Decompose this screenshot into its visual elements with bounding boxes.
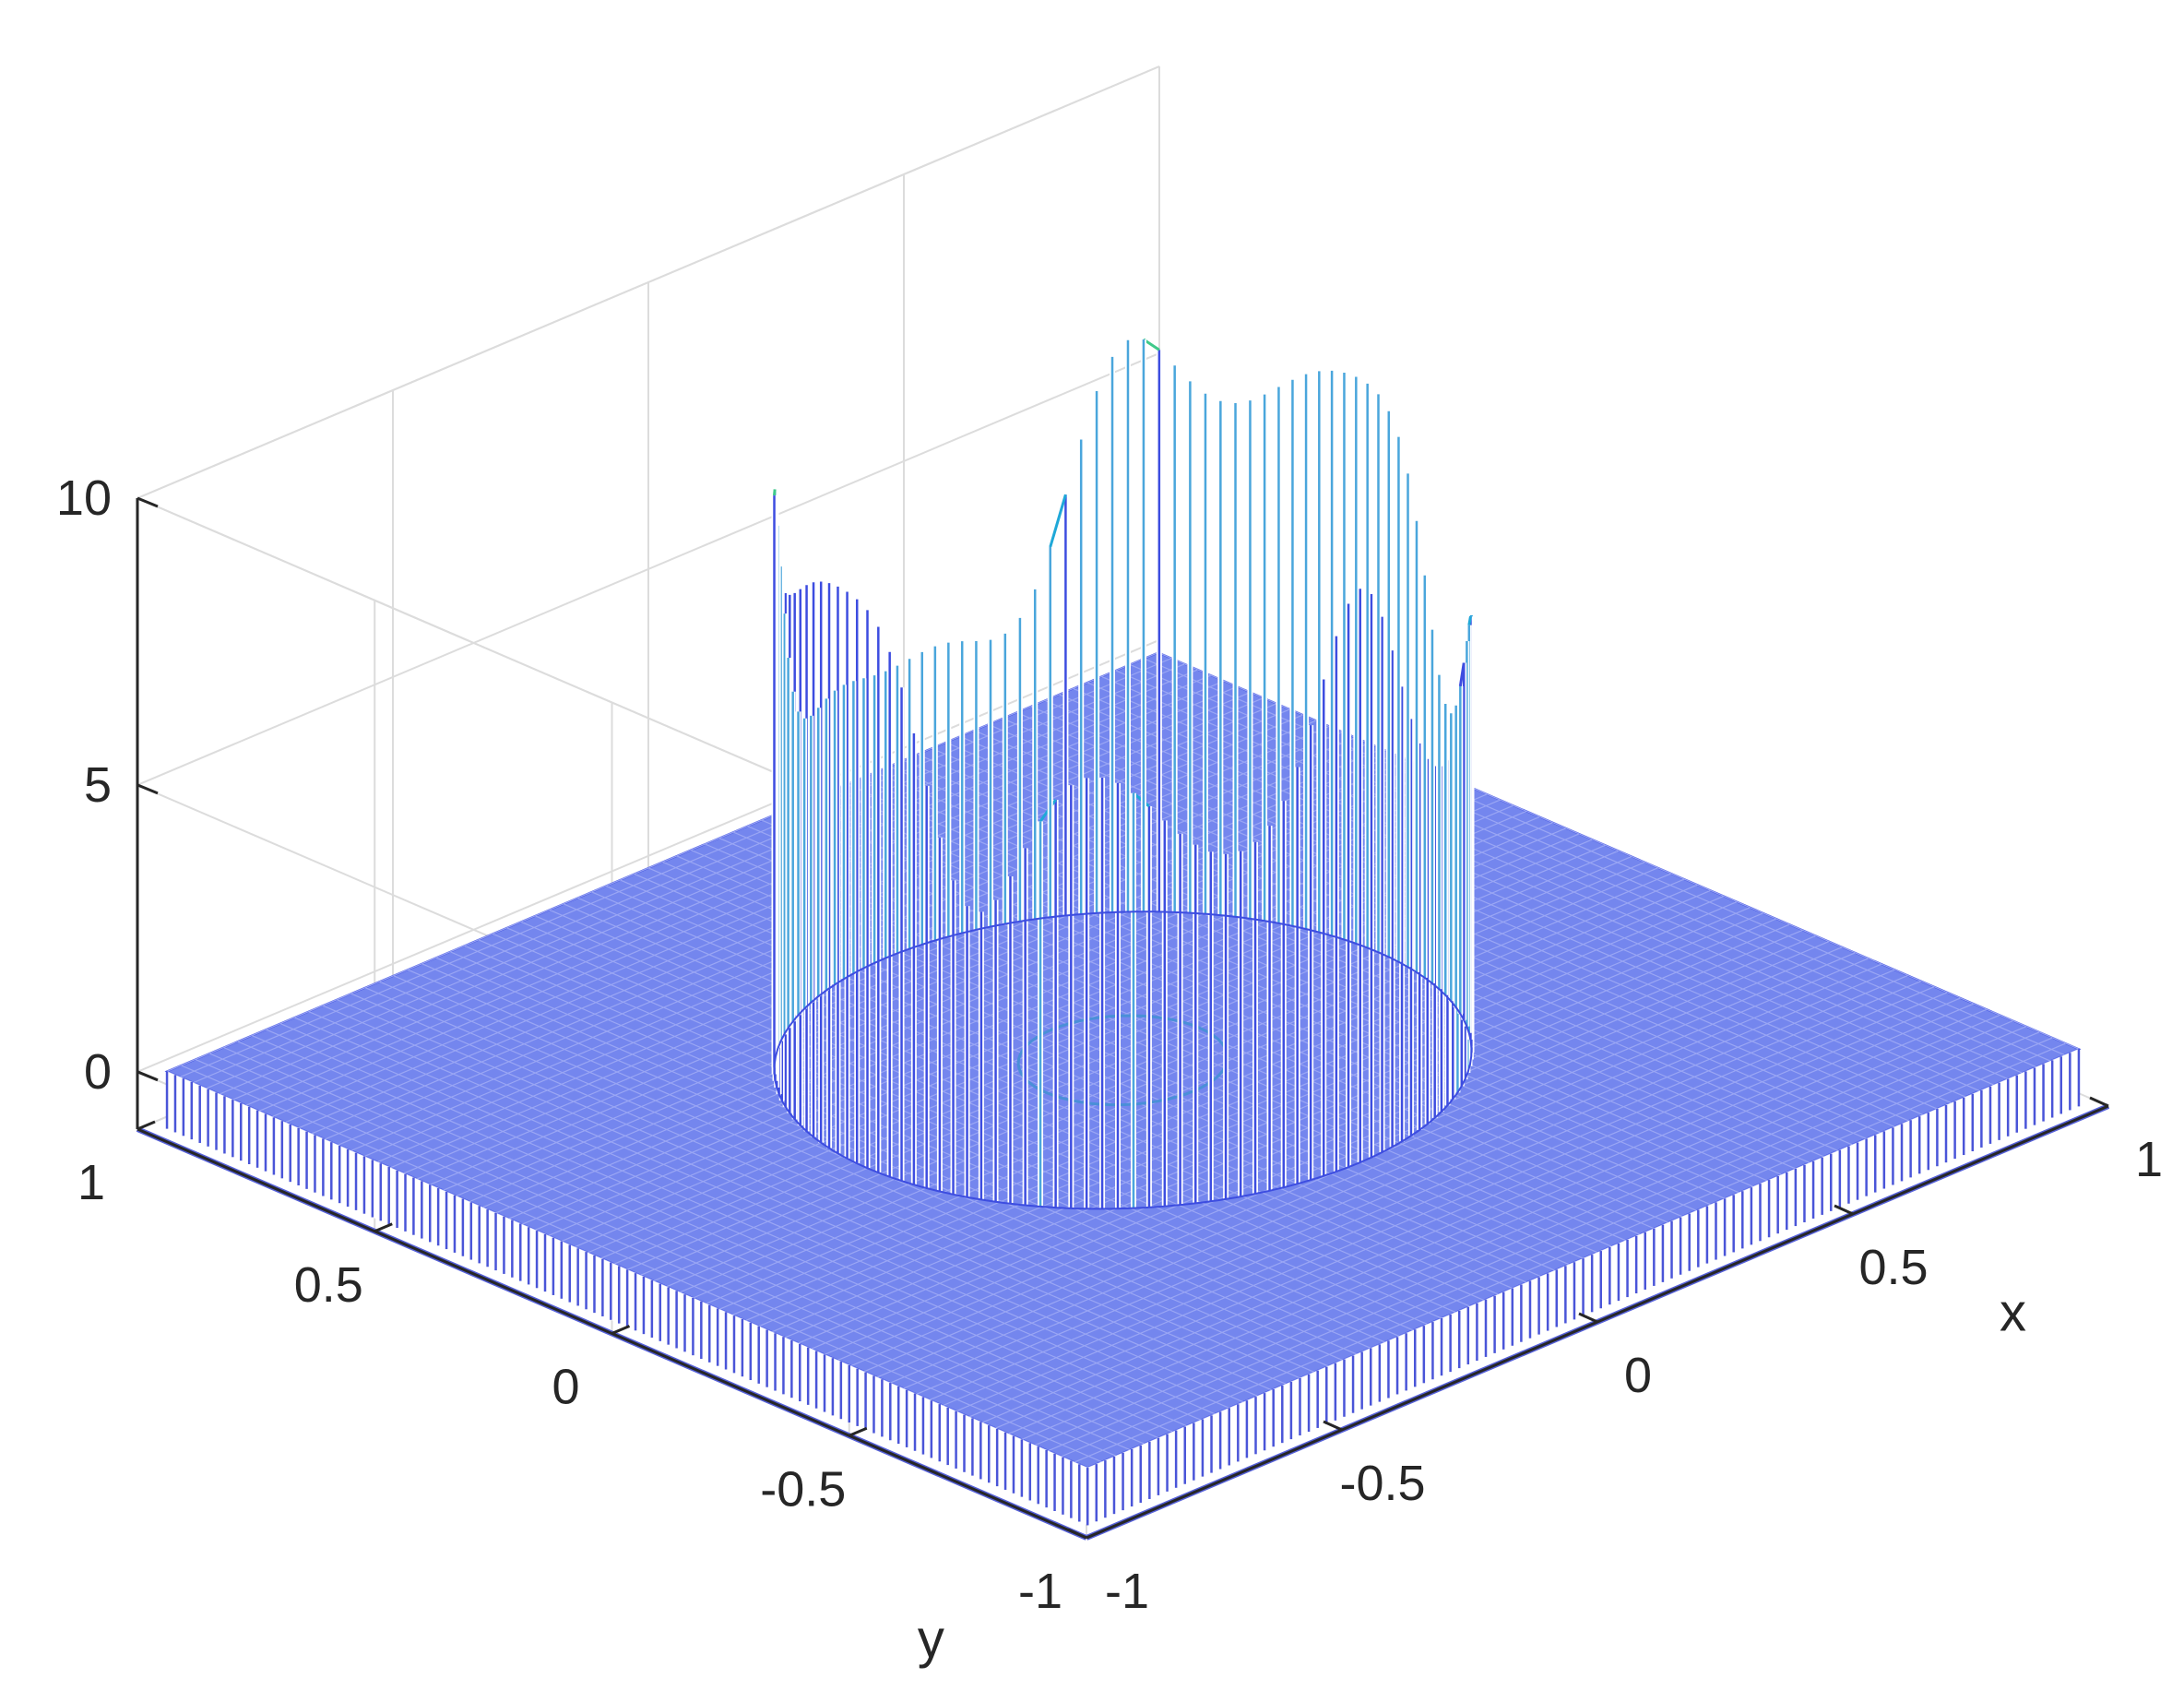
mesh-line [846, 783, 1768, 1182]
x-tick-label: -1 [1105, 1564, 1149, 1619]
x-tick-label: 0 [1624, 1348, 1652, 1403]
mesh-line [548, 815, 1540, 1237]
mesh-line [1129, 663, 2051, 1062]
y-tick-mark [611, 1325, 631, 1335]
mesh-line [219, 674, 1212, 1095]
grid-line [136, 65, 1160, 499]
mesh-line [258, 691, 1251, 1112]
z-tick-mark [136, 496, 159, 508]
x-tick-mark [2089, 1096, 2109, 1108]
x-axis-label: x [2000, 1283, 2026, 1343]
mesh-line [1044, 699, 1966, 1098]
x-tick-label: -0.5 [1339, 1456, 1425, 1511]
mesh-line [803, 802, 1726, 1199]
mesh-line [1086, 682, 2009, 1080]
surface-mesh [136, 338, 2110, 1541]
z-tick-mark [136, 1070, 159, 1082]
grid-line [136, 351, 1160, 786]
mesh-line [1144, 658, 2065, 1056]
axes-frame [136, 496, 2109, 1540]
z-tick-label: 5 [84, 757, 112, 813]
mesh-line [1101, 675, 2023, 1074]
mesh-line [1030, 706, 1952, 1104]
y-tick-mark [1086, 1529, 1105, 1540]
cylinder-crest [1458, 662, 1466, 687]
y-tick-mark [374, 1222, 393, 1233]
x-tick-label: 0.5 [1858, 1240, 1928, 1295]
x-tick-mark [1323, 1420, 1343, 1432]
cylinder-crest [1467, 615, 1472, 625]
cylinder [771, 338, 1475, 1210]
mesh-line [1157, 651, 2080, 1050]
mesh-line [232, 680, 1225, 1101]
z-tick-mark [136, 783, 159, 795]
cylinder-base-ring [773, 910, 1473, 1210]
z-tick-label: 0 [84, 1044, 112, 1100]
mesh-line [1016, 711, 1938, 1110]
mesh-line [245, 685, 1238, 1106]
mesh-line [818, 795, 1739, 1194]
cylinder-crest [1049, 494, 1067, 548]
x-tick-mark [1067, 1528, 1087, 1540]
y-tick-mark [136, 1120, 156, 1131]
cylinder-crest [773, 489, 777, 496]
mesh-line [1059, 694, 1980, 1092]
x-tick-label: 1 [2135, 1132, 2163, 1187]
z-tick-label: 10 [56, 470, 112, 526]
y-tick-label: -0.5 [760, 1461, 846, 1517]
mesh-line [832, 790, 1754, 1187]
x-tick-mark [1834, 1204, 1854, 1216]
skirt-lines [165, 1049, 2081, 1526]
y-tick-label: -1 [1018, 1564, 1062, 1619]
mesh-line [1115, 670, 2037, 1068]
y-axis-label: y [918, 1610, 944, 1670]
y-tick-label: 0.5 [294, 1257, 363, 1313]
y-tick-label: 1 [77, 1155, 105, 1210]
y-tick-label: 0 [552, 1360, 579, 1415]
y-tick-mark [849, 1426, 868, 1437]
mesh-line [1073, 687, 1995, 1086]
mesh-line [789, 807, 1711, 1206]
x-tick-mark [1578, 1312, 1598, 1324]
mesh-line [588, 833, 1580, 1254]
